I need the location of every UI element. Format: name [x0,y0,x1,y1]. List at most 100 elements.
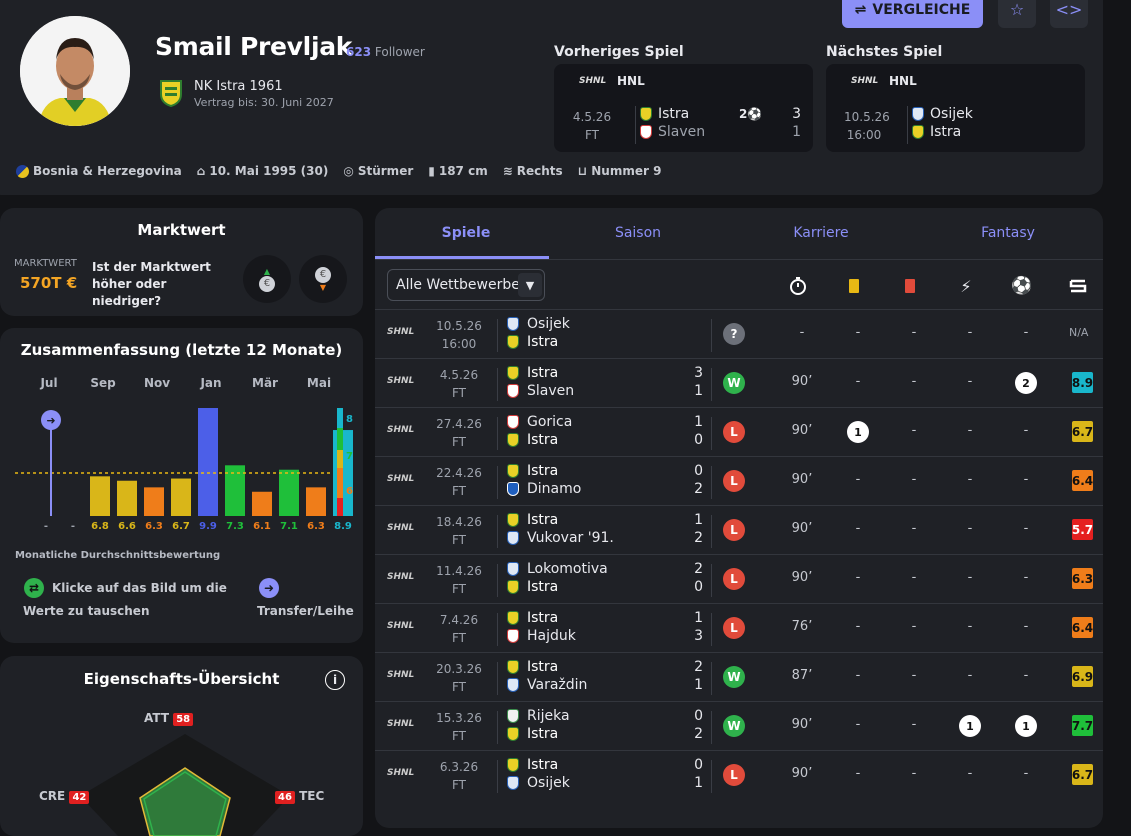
rating-scale-segment [337,498,343,516]
stat-ast: - [967,766,973,781]
team-crest-icon [507,366,519,380]
league-logo: SHNL [387,621,415,631]
club-name: NK Istra 1961 [194,79,283,94]
prev-match-card[interactable]: SHNL HNL 4.5.26 FT Istra Slaven 2⚽ 3 1 [554,64,813,152]
rating-badge: 6.9 [1072,666,1093,687]
compare-button[interactable]: ⇌ VERGLEICHE [842,0,983,28]
summary-card: Zusammenfassung (letzte 12 Monate) Jul Se… [0,328,363,643]
result-badge: L [723,617,745,639]
away-team: Istra [507,432,558,448]
shirt-number: ⊔ Nummer 9 [577,164,662,178]
arrow-down-icon: ▼ [319,282,327,292]
match-row[interactable]: SHNL 7.4.26 FT Istra Hajduk 1 3 L 76’ - - - - 6.4 [375,603,1103,652]
match-row[interactable]: SHNL 22.4.26 FT Istra Dinamo 0 2 L 90’ - - - - 6.4 [375,456,1103,505]
player-info-bar: Bosnia & Herzegovina ⌂ 10. Mai 1995 (30) … [16,164,661,178]
competition-filter[interactable]: Alle Wettbewerbe ▼ [387,269,545,301]
match-row[interactable]: SHNL 11.4.26 FT Lokomotiva Istra 2 0 L 90’ - - - - 6.… [375,554,1103,603]
istra-crest-icon [912,125,924,139]
match-row[interactable]: SHNL 6.3.26 FT Istra Osijek 0 1 L 90’ - - - - 6.7 [375,750,1103,799]
height: ▮ 187 cm [428,164,488,178]
team-crest-icon [507,611,519,625]
tab-karriere[interactable]: Karriere [793,225,849,241]
stat-gl: 1 [1015,715,1037,737]
transfer-marker [41,410,61,430]
chevron-down-icon: ▼ [518,273,542,297]
attributes-card: Eigenschafts-Übersicht i ATT 58 CRE 42 4… [0,656,363,836]
preferred-foot: ≋ Rechts [502,164,563,178]
away-score: 1 [694,383,703,399]
stat-gl: - [1023,570,1029,585]
month-label: Nov [144,376,170,390]
home-score: 3 [792,106,801,122]
tab-spiele[interactable]: Spiele [441,225,491,241]
divider [497,711,498,744]
lower-button[interactable]: € ▼ [299,255,347,303]
rating-bar [252,491,272,516]
divider [907,106,908,144]
followers[interactable]: 623 Follower [346,45,425,59]
favorite-button[interactable]: ☆ [998,0,1036,28]
chart-footnote: Monatliche Durchschnittsbewertung [15,550,221,561]
cre-value: 42 [69,791,90,804]
rating-chart[interactable]: Jul Sep Nov Jan Mär Mai - - 6.8 6.6 6.3 6.7 9.9 7.3 6.… [0,368,363,583]
red-card-icon [898,274,922,298]
team-crest-icon [507,776,519,790]
match-date: 10.5.26 16:00 [844,110,890,142]
bar-value-label: 9.9 [199,521,217,532]
stat-ast: - [967,668,973,683]
istra-crest-icon [640,107,652,121]
away-score: 2 [694,726,703,742]
higher-button[interactable]: ▲ € [243,255,291,303]
contract-info: Vertrag bis: 30. Juni 2027 [194,96,334,109]
stat-ast: - [967,423,973,438]
market-question: Ist der Marktwert höher oder niedriger? [92,260,211,308]
match-row[interactable]: SHNL 10.5.26 16:00 Osijek Istra? - - - - - N/A [375,309,1103,358]
away-team: Istra [912,124,961,140]
match-row[interactable]: SHNL 20.3.26 FT Istra Varaždin 2 1 W 87’ - - - - 6.9 [375,652,1103,701]
league-logo: SHNL [387,670,415,680]
league-logo: SHNL [851,76,879,86]
tab-fantasy[interactable]: Fantasy [981,225,1035,241]
league-logo: SHNL [387,376,415,386]
home-team: Istra [507,512,558,528]
followers-count: 623 [346,45,372,59]
match-date: 11.4.26 FT [436,564,482,596]
team-crest-icon [507,709,519,723]
home-score: 1 [694,414,703,430]
team-crest-icon [507,562,519,576]
away-score: 1 [792,124,801,140]
club-info[interactable]: NK Istra 1961 Vertrag bis: 30. Juni 2027 [160,79,334,111]
divider [711,711,712,744]
match-row[interactable]: SHNL 15.3.26 FT Rijeka Istra 0 2 W 90’ - - 1 1 7.7 [375,701,1103,750]
match-date: 4.5.26 FT [572,110,612,142]
home-team: Lokomotiva [507,561,608,577]
stat-rc: - [911,619,917,634]
next-match-card[interactable]: SHNL HNL 10.5.26 16:00 Osijek Istra [826,64,1085,152]
stat-gl: - [1023,472,1029,487]
stat-yc: - [855,374,861,389]
tab-saison[interactable]: Saison [614,225,662,241]
attribute-radar [80,734,290,836]
swap-hint[interactable]: ⇄ Klicke auf das Bild um die [24,578,227,598]
divider [497,613,498,646]
home-team: Rijeka [507,708,570,724]
home-team: Istra [507,610,558,626]
team-crest-icon [507,758,519,772]
stat-rc: - [911,325,917,340]
transfer-marker-legend: ➜ [257,578,279,598]
match-row[interactable]: SHNL 4.5.26 FT Istra Slaven 3 1 W 90’ - - - 2 8.9 [375,358,1103,407]
bar-value-label: 6.3 [145,521,163,532]
stat-rc: - [911,374,917,389]
embed-button[interactable]: <> [1050,0,1088,28]
match-row[interactable]: SHNL 18.4.26 FT Istra Vukovar '91. 1 2 L 90’ - - - -… [375,505,1103,554]
summary-title: Zusammenfassung (letzte 12 Monate) [20,341,343,359]
team-crest-icon [507,513,519,527]
result-badge: W [723,372,745,394]
result-badge: W [723,715,745,737]
info-icon[interactable]: i [325,670,345,690]
minutes-icon [786,274,810,298]
match-row[interactable]: SHNL 27.4.26 FT Gorica Istra 1 0 L 90’ 1 - - - 6.7 [375,407,1103,456]
league-logo: SHNL [387,425,415,435]
rating-scale-label: 8 [346,414,353,425]
rating-icon [1066,274,1090,298]
